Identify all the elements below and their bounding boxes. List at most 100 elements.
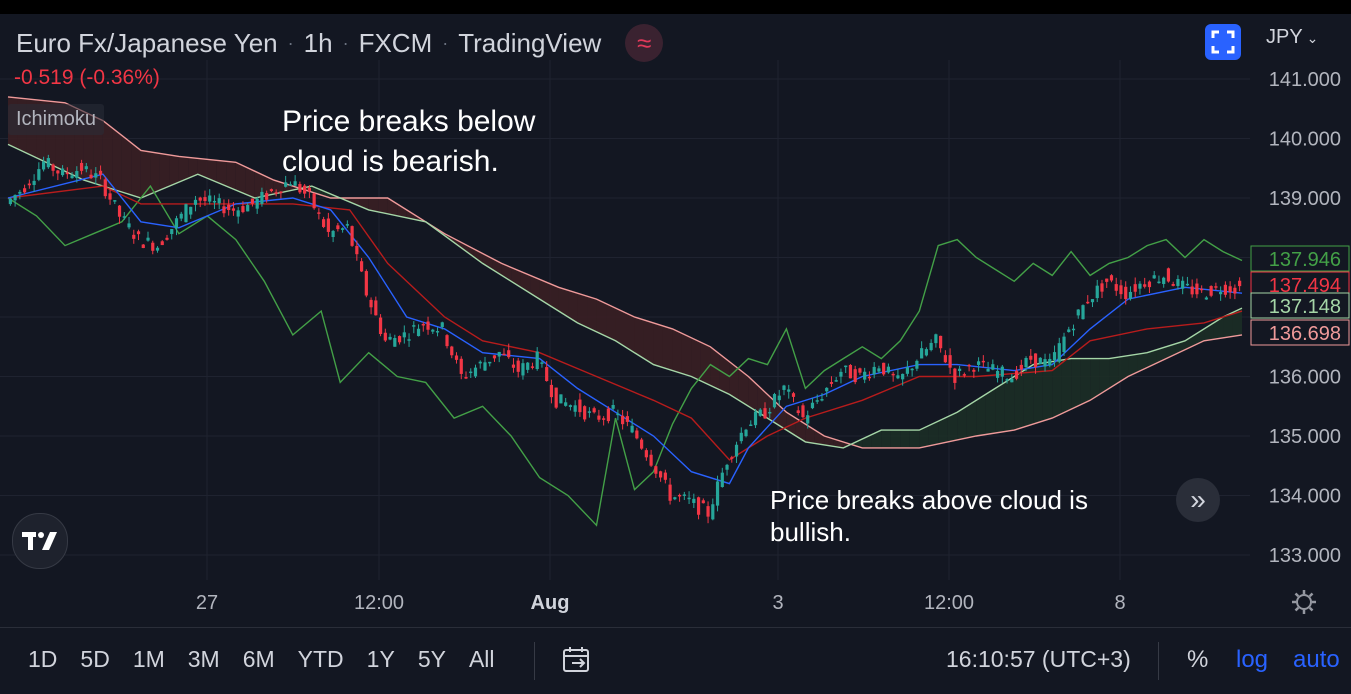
- candle-body[interactable]: [530, 366, 535, 368]
- candle-body[interactable]: [953, 368, 957, 383]
- candle-body[interactable]: [583, 406, 587, 420]
- candle-body[interactable]: [825, 387, 829, 392]
- candle-body[interactable]: [1010, 378, 1014, 383]
- candle-body[interactable]: [212, 200, 217, 203]
- candle-body[interactable]: [184, 204, 188, 223]
- candle-body[interactable]: [863, 371, 867, 380]
- candle-body[interactable]: [958, 368, 962, 371]
- candle-body[interactable]: [796, 410, 800, 414]
- candle-body[interactable]: [1105, 278, 1109, 282]
- candle-body[interactable]: [60, 168, 65, 176]
- candle-body[interactable]: [1128, 291, 1133, 299]
- tradingview-logo-icon[interactable]: [12, 513, 68, 569]
- candle-body[interactable]: [1157, 281, 1161, 284]
- candle-body[interactable]: [791, 393, 796, 397]
- candle-body[interactable]: [84, 166, 88, 170]
- candle-body[interactable]: [331, 230, 335, 238]
- candle-body[interactable]: [787, 389, 791, 392]
- candle-body[interactable]: [877, 368, 881, 372]
- candle-body[interactable]: [692, 498, 696, 503]
- candle-body[interactable]: [649, 454, 653, 466]
- auto-scale-toggle[interactable]: auto: [1293, 646, 1340, 673]
- candle-body[interactable]: [160, 241, 164, 246]
- candle-body[interactable]: [94, 173, 98, 178]
- lagging-line[interactable]: [7, 184, 1243, 527]
- candle-body[interactable]: [701, 500, 705, 504]
- candle-body[interactable]: [1095, 285, 1099, 299]
- candle-body[interactable]: [744, 429, 748, 437]
- candle-body[interactable]: [345, 224, 349, 226]
- candle-body[interactable]: [668, 484, 672, 501]
- candle-body[interactable]: [265, 193, 269, 200]
- interval-label[interactable]: 1h: [303, 27, 333, 58]
- candle-body[interactable]: [611, 404, 615, 409]
- candle-body[interactable]: [939, 335, 943, 349]
- candle-body[interactable]: [986, 368, 990, 372]
- candle-body[interactable]: [801, 405, 805, 418]
- candle-body[interactable]: [1100, 283, 1104, 292]
- range-6m[interactable]: 6M: [242, 646, 275, 672]
- candle-body[interactable]: [715, 481, 720, 506]
- candle-body[interactable]: [136, 231, 141, 235]
- symbol-name[interactable]: Euro Fx/Japanese Yen: [16, 27, 278, 58]
- candle-body[interactable]: [359, 261, 364, 272]
- candle-body[interactable]: [654, 466, 658, 474]
- candle-body[interactable]: [1209, 286, 1213, 296]
- candle-body[interactable]: [526, 362, 530, 370]
- candle-body[interactable]: [284, 182, 288, 187]
- candle-body[interactable]: [483, 362, 487, 371]
- candle-body[interactable]: [298, 184, 302, 193]
- range-5d[interactable]: 5D: [80, 646, 110, 672]
- candle-body[interactable]: [967, 364, 971, 367]
- candle-body[interactable]: [768, 411, 772, 414]
- candle-body[interactable]: [1147, 281, 1152, 288]
- candle-body[interactable]: [829, 382, 834, 384]
- candle-body[interactable]: [179, 213, 183, 219]
- candle-body[interactable]: [222, 206, 226, 214]
- candle-body[interactable]: [991, 364, 995, 370]
- candle-body[interactable]: [1176, 278, 1180, 286]
- candle-body[interactable]: [378, 317, 383, 335]
- candle-body[interactable]: [554, 387, 558, 408]
- bearish-annotation[interactable]: Price breaks below cloud is bearish.: [282, 105, 536, 178]
- candle-body[interactable]: [687, 497, 691, 500]
- candle-body[interactable]: [924, 349, 928, 356]
- candle-body[interactable]: [1086, 301, 1090, 304]
- candle-body[interactable]: [549, 384, 554, 398]
- candle-body[interactable]: [711, 504, 715, 520]
- candle-body[interactable]: [839, 371, 843, 377]
- range-5y[interactable]: 5Y: [417, 646, 446, 672]
- candle-body[interactable]: [260, 191, 264, 204]
- candle-body[interactable]: [1005, 379, 1009, 381]
- range-all[interactable]: All: [468, 646, 495, 672]
- candle-body[interactable]: [535, 351, 539, 370]
- scroll-to-realtime-button[interactable]: »: [1176, 478, 1220, 522]
- candle-body[interactable]: [165, 237, 169, 240]
- candle-body[interactable]: [995, 370, 1000, 378]
- candle-body[interactable]: [1162, 277, 1166, 284]
- candle-body[interactable]: [886, 366, 891, 373]
- candle-body[interactable]: [132, 234, 136, 239]
- candle-body[interactable]: [1195, 283, 1199, 295]
- candle-body[interactable]: [454, 355, 459, 360]
- candle-body[interactable]: [1214, 286, 1218, 288]
- candle-body[interactable]: [155, 247, 160, 251]
- candle-body[interactable]: [431, 329, 435, 332]
- candle-body[interactable]: [326, 218, 330, 232]
- candle-body[interactable]: [777, 395, 781, 401]
- candle-body[interactable]: [606, 408, 610, 422]
- candle-body[interactable]: [27, 183, 31, 186]
- candle-body[interactable]: [1014, 370, 1019, 379]
- candle-body[interactable]: [1200, 288, 1204, 291]
- candle-body[interactable]: [1000, 366, 1004, 377]
- candle-body[interactable]: [103, 179, 107, 197]
- candle-body[interactable]: [198, 197, 202, 201]
- candle-body[interactable]: [317, 212, 321, 214]
- candle-body[interactable]: [943, 355, 947, 363]
- candle-body[interactable]: [1052, 352, 1057, 361]
- candle-body[interactable]: [241, 206, 245, 213]
- candle-body[interactable]: [1038, 357, 1042, 364]
- candle-body[interactable]: [435, 331, 440, 333]
- settings-gear-icon[interactable]: [1290, 588, 1318, 616]
- candle-body[interactable]: [673, 497, 677, 500]
